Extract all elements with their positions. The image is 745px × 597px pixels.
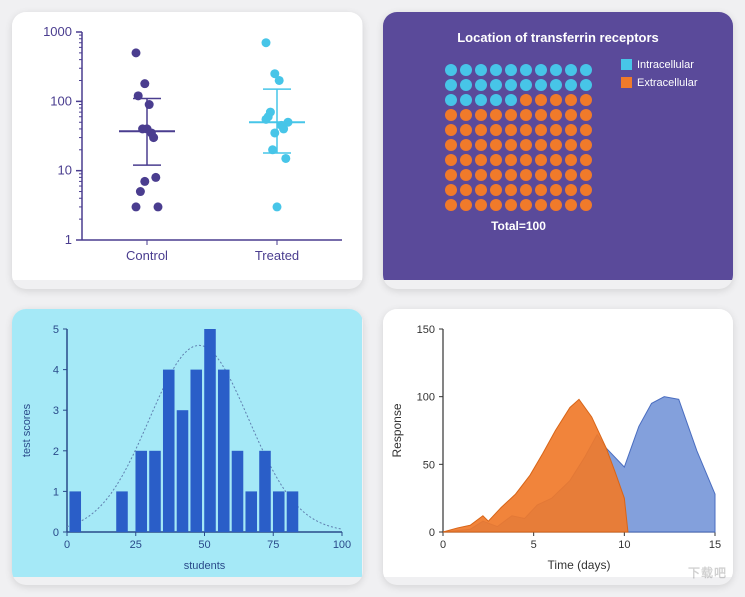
svg-text:Extracellular: Extracellular xyxy=(637,77,698,89)
svg-text:10: 10 xyxy=(618,539,630,551)
svg-text:4: 4 xyxy=(53,364,59,376)
svg-text:100: 100 xyxy=(50,93,72,108)
area-chart-svg: 0 50 100 150 0 5 10 15 Time (days) Response xyxy=(383,309,733,577)
histogram-card: 0123450255075100studentstest scores xyxy=(12,309,363,586)
svg-text:5: 5 xyxy=(53,324,59,336)
svg-text:10: 10 xyxy=(58,163,72,178)
svg-text:Time (days): Time (days) xyxy=(547,558,610,572)
scatter-card: 1 10 100 1000 Control Treated xyxy=(12,12,363,289)
svg-text:5: 5 xyxy=(530,539,536,551)
svg-text:1000: 1000 xyxy=(43,24,72,39)
svg-text:1: 1 xyxy=(53,486,59,498)
svg-text:100: 100 xyxy=(416,391,434,403)
svg-text:Intracellular: Intracellular xyxy=(637,59,694,71)
chart-grid: 1101001000ControlTreated Location of tra… xyxy=(12,12,733,585)
svg-text:100: 100 xyxy=(333,539,351,551)
svg-text:0: 0 xyxy=(64,539,70,551)
svg-text:Response: Response xyxy=(390,403,404,457)
svg-text:test scores: test scores xyxy=(21,403,33,457)
svg-text:150: 150 xyxy=(416,324,434,336)
svg-text:2: 2 xyxy=(53,445,59,457)
scatter-chart-svg: 1 10 100 1000 Control Treated xyxy=(12,12,362,280)
dotgrid-card: Location of transferrin receptors Intrace… xyxy=(383,12,734,289)
histogram-chart-svg: 0123450255075100studentstest scores xyxy=(12,309,362,577)
svg-text:50: 50 xyxy=(198,539,210,551)
area-card: 0 50 100 150 0 5 10 15 Time (days) Response 下载吧 xyxy=(383,309,734,586)
svg-text:0: 0 xyxy=(439,539,445,551)
svg-text:1: 1 xyxy=(65,232,72,247)
svg-text:15: 15 xyxy=(708,539,720,551)
svg-text:50: 50 xyxy=(422,459,434,471)
svg-text:3: 3 xyxy=(53,405,59,417)
dotgrid-chart-svg: Location of transferrin receptors Intrace… xyxy=(383,12,733,280)
svg-text:75: 75 xyxy=(267,539,279,551)
svg-text:students: students xyxy=(184,560,226,572)
svg-text:Total=100: Total=100 xyxy=(491,219,546,233)
watermark-text: 下载吧 xyxy=(688,564,727,581)
svg-text:0: 0 xyxy=(428,527,434,539)
svg-text:Control: Control xyxy=(126,248,168,263)
svg-text:0: 0 xyxy=(53,527,59,539)
svg-text:Location of transferrin recept: Location of transferrin receptors xyxy=(457,30,659,45)
svg-text:25: 25 xyxy=(130,539,142,551)
svg-text:Treated: Treated xyxy=(255,248,299,263)
